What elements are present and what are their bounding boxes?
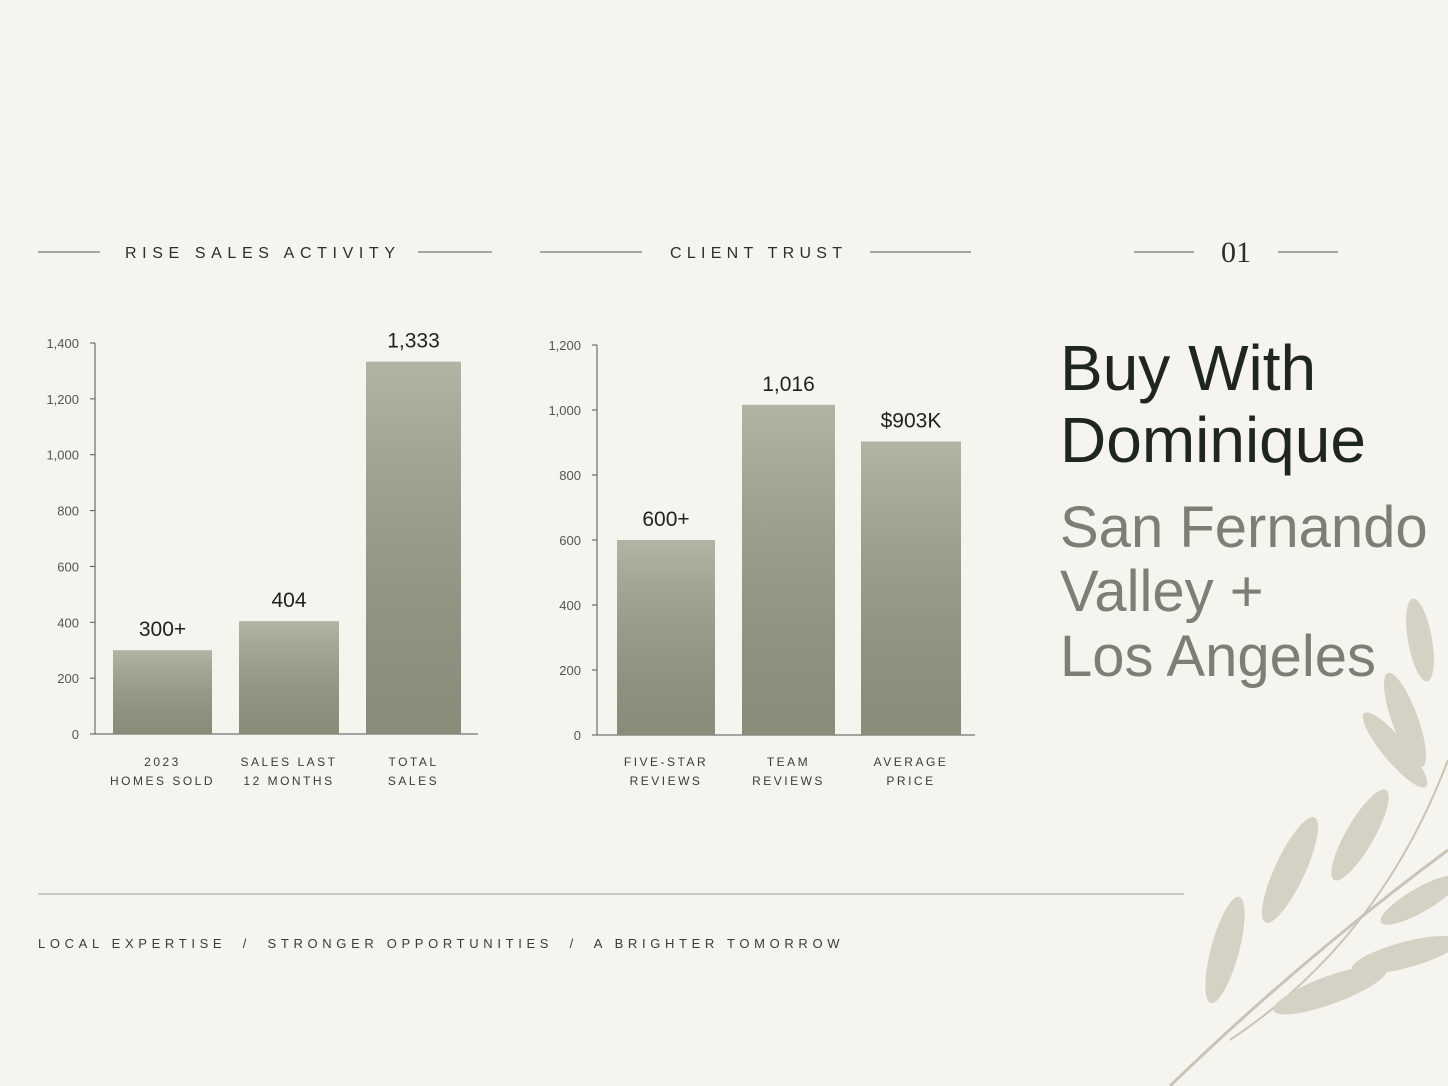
bar-shade: [742, 404, 835, 735]
value-label: $903K: [881, 410, 942, 433]
subtitle-line: Valley +: [1060, 559, 1264, 624]
value-label: 404: [271, 589, 306, 612]
y-tick-label: 800: [559, 468, 581, 483]
title-line: Buy With: [1060, 332, 1316, 404]
y-tick-label: 0: [72, 727, 79, 742]
x-tick-label: SALES LAST: [240, 755, 337, 769]
y-tick-label: 1,200: [548, 338, 581, 353]
bar-shade: [113, 650, 212, 734]
footer-text: LOCAL EXPERTISE / STRONGER OPPORTUNITIES…: [38, 936, 842, 951]
x-tick-label: AVERAGE: [874, 755, 949, 769]
value-label: 600+: [642, 508, 689, 531]
x-tick-label: SALES: [388, 774, 439, 788]
y-tick-label: 1,400: [46, 336, 79, 351]
y-tick-label: 0: [574, 728, 581, 743]
x-tick-label: PRICE: [886, 774, 935, 788]
subtitle-line: Los Angeles: [1060, 624, 1376, 689]
page-number: 01: [1221, 236, 1251, 269]
y-tick-label: 600: [559, 533, 581, 548]
y-tick-label: 1,200: [46, 392, 79, 407]
y-tick-label: 400: [559, 598, 581, 613]
y-tick-label: 800: [57, 504, 79, 519]
value-label: 1,016: [762, 373, 815, 396]
y-tick-label: 1,000: [46, 448, 79, 463]
x-tick-label: TEAM: [767, 755, 810, 769]
x-tick-label: FIVE-STAR: [624, 755, 708, 769]
leaf-decoration: [1168, 598, 1448, 1086]
y-tick-label: 400: [57, 615, 79, 630]
y-tick-label: 1,000: [548, 403, 581, 418]
bar-shade: [861, 441, 961, 735]
x-tick-label: 2023: [144, 755, 181, 769]
x-tick-label: HOMES SOLD: [110, 774, 215, 788]
x-tick-label: REVIEWS: [630, 774, 703, 788]
subtitle-line: San Fernando: [1060, 495, 1428, 560]
bar-shade: [617, 540, 715, 735]
x-tick-label: REVIEWS: [752, 774, 825, 788]
value-label: 300+: [139, 618, 186, 641]
x-tick-label: TOTAL: [388, 755, 438, 769]
y-tick-label: 600: [57, 559, 79, 574]
x-tick-label: 12 MONTHS: [243, 774, 334, 788]
bar-shade: [239, 621, 339, 734]
title-line: Dominique: [1060, 404, 1366, 476]
bar-shade: [366, 361, 461, 734]
value-label: 1,333: [387, 330, 440, 353]
y-tick-label: 200: [559, 663, 581, 678]
y-tick-label: 200: [57, 671, 79, 686]
